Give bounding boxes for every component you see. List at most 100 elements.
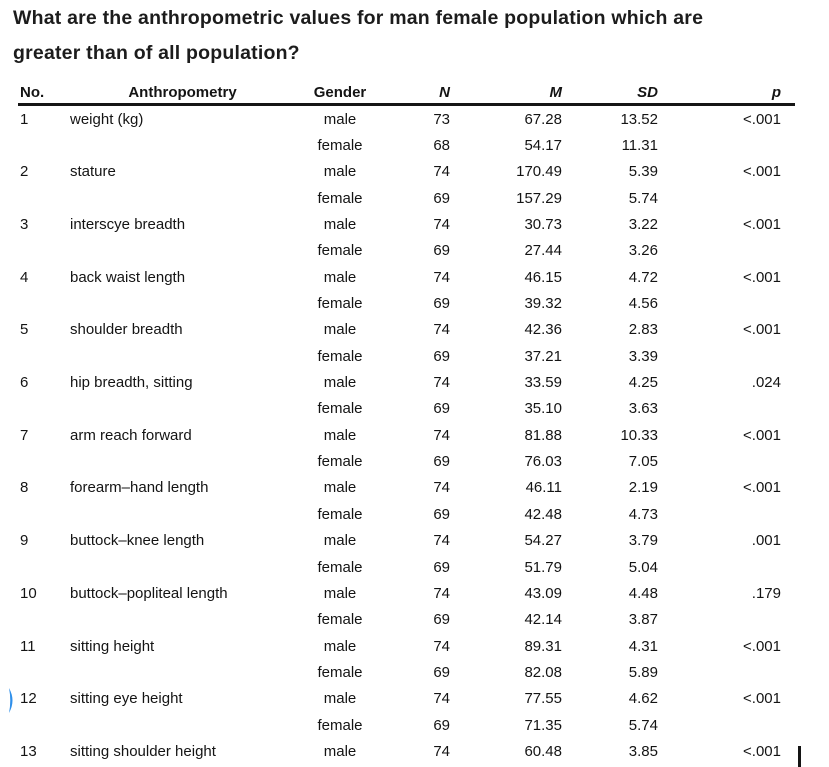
cell-m: 30.73: [524, 216, 562, 234]
table-row: female 68 54.17 11.31: [18, 132, 795, 158]
table-row: female 69 51.79 5.04: [18, 554, 795, 580]
cell-sd: 3.26: [628, 242, 658, 260]
table-row: 2 stature male 74 170.49 5.39 <.001: [18, 159, 795, 185]
table-row: 8 forearm–hand length male 74 46.11 2.19 <.001: [18, 475, 795, 501]
cell-m: 46.11: [525, 479, 562, 497]
table-row: female 69 27.44 3.26: [18, 238, 795, 264]
cell-m: 39.32: [524, 295, 562, 313]
header-sd: SD: [637, 84, 658, 101]
cell-n: 74: [433, 321, 450, 339]
cell-sd: 4.73: [628, 505, 658, 523]
cell-sd: 3.87: [628, 611, 658, 629]
cell-m: 33.59: [524, 374, 562, 392]
cell-n: 69: [433, 505, 450, 523]
cell-n: 74: [433, 216, 450, 234]
question-line-1: What are the anthropometric values for m…: [13, 7, 704, 29]
cell-sd: 4.31: [628, 637, 658, 655]
cell-n: 74: [433, 479, 450, 497]
cell-no: 8: [20, 479, 29, 497]
cell-n: 69: [433, 716, 450, 734]
cell-name: stature: [70, 163, 116, 181]
cell-n: 74: [433, 690, 450, 708]
table-row: female 69 157.29 5.74: [18, 185, 795, 211]
cell-gender: female: [317, 453, 363, 471]
cell-p: .024: [751, 374, 781, 392]
cell-m: 37.21: [524, 347, 562, 365]
cell-name: interscye breadth: [70, 216, 186, 234]
cell-p: <.001: [743, 321, 781, 339]
header-n: N: [439, 84, 450, 101]
cell-n: 74: [433, 742, 450, 760]
cell-p: <.001: [743, 742, 781, 760]
cell-n: 69: [433, 189, 450, 207]
cell-n: 74: [433, 532, 450, 550]
cell-gender: female: [317, 505, 363, 523]
table-body: 1 weight (kg) male 73 67.28 13.52 <.001 female 6…: [18, 106, 795, 765]
cell-m: 27.44: [524, 242, 562, 260]
cell-sd: 4.62: [628, 690, 658, 708]
cell-name: shoulder breadth: [70, 321, 183, 339]
cell-name: sitting eye height: [70, 690, 183, 708]
table-row: female 69 42.48 4.73: [18, 501, 795, 527]
cell-sd: 5.39: [628, 163, 658, 181]
cell-name: sitting height: [70, 637, 155, 655]
table-row: 4 back waist length male 74 46.15 4.72 <.001: [18, 264, 795, 290]
cell-m: 42.36: [524, 321, 562, 339]
cell-name: buttock–popliteal length: [70, 584, 228, 602]
cell-sd: 4.56: [628, 295, 658, 313]
cell-gender: male: [323, 268, 357, 286]
table-row: 11 sitting height male 74 89.31 4.31 <.001: [18, 633, 795, 659]
cell-gender: female: [317, 347, 363, 365]
cell-m: 89.31: [524, 637, 562, 655]
cell-sd: 5.74: [628, 716, 658, 734]
table-row: female 69 35.10 3.63: [18, 396, 795, 422]
cell-n: 69: [433, 558, 450, 576]
cell-sd: 4.72: [628, 268, 658, 286]
cell-m: 42.48: [524, 505, 562, 523]
cell-n: 73: [433, 110, 450, 128]
cell-gender: female: [317, 611, 363, 629]
cell-no: 11: [20, 637, 36, 655]
cell-gender: male: [323, 426, 357, 444]
cell-sd: 5.89: [628, 663, 658, 681]
cell-sd: 7.05: [628, 453, 658, 471]
cell-m: 81.88: [524, 426, 562, 444]
cell-no: 4: [20, 268, 29, 286]
header-anthropometry: Anthropometry: [128, 84, 237, 101]
cell-m: 76.03: [524, 453, 562, 471]
cell-n: 74: [433, 268, 450, 286]
cell-n: 74: [433, 374, 450, 392]
cell-m: 43.09: [524, 584, 562, 602]
cell-n: 69: [433, 663, 450, 681]
table-row: female 69 37.21 3.39: [18, 343, 795, 369]
table-row: 12 sitting eye height male 74 77.55 4.62 <.001: [18, 686, 795, 712]
cell-gender: female: [317, 558, 363, 576]
cell-name: arm reach forward: [70, 426, 192, 444]
question-line-2: greater than of all population?: [13, 42, 300, 64]
cell-m: 77.55: [524, 690, 562, 708]
cell-no: 5: [20, 321, 29, 339]
cell-p: <.001: [743, 110, 781, 128]
cell-n: 69: [433, 400, 450, 418]
table-row: female 69 42.14 3.87: [18, 607, 795, 633]
cell-no: 3: [20, 216, 29, 234]
table-header-row: No. Anthropometry Gender N M SD p: [18, 80, 795, 106]
cell-gender: male: [323, 374, 357, 392]
cell-m: 82.08: [524, 663, 562, 681]
cell-sd: 11.31: [621, 137, 658, 155]
cell-p: <.001: [743, 426, 781, 444]
cell-no: 9: [20, 532, 29, 550]
anthropometry-table: No. Anthropometry Gender N M SD p 1 weigh…: [18, 80, 795, 765]
cell-p: .179: [751, 584, 781, 602]
cell-sd: 3.79: [628, 532, 658, 550]
cell-gender: female: [317, 242, 363, 260]
cell-p: <.001: [743, 690, 781, 708]
cell-sd: 3.63: [628, 400, 658, 418]
cell-p: .001: [751, 532, 781, 550]
table-row: 9 buttock–knee length male 74 54.27 3.79 .001: [18, 528, 795, 554]
cell-m: 170.49: [516, 163, 562, 181]
cell-name: weight (kg): [70, 110, 144, 128]
cell-no: 6: [20, 374, 29, 392]
header-p: p: [771, 84, 781, 101]
